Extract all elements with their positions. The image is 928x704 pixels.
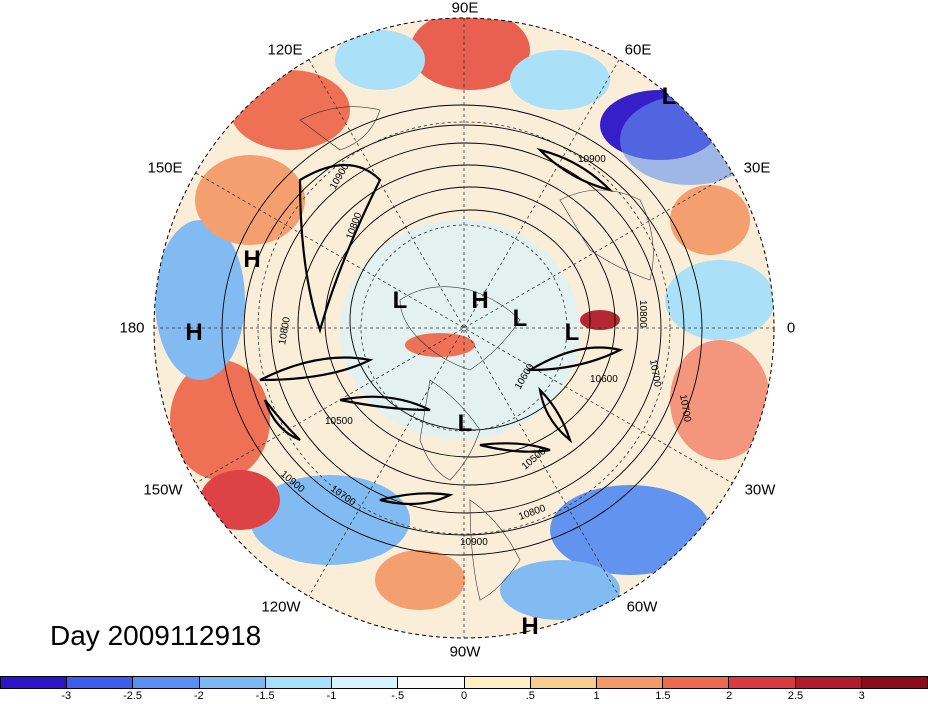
- colorbar-segment: [332, 677, 399, 688]
- lon-label-120e: 120E: [267, 41, 303, 59]
- lon-label-60w: 60W: [626, 598, 658, 616]
- colorbar-segment: [398, 677, 465, 688]
- lon-label-90w: 90W: [449, 643, 481, 661]
- low-pressure-marker: L: [512, 305, 528, 332]
- colorbar-segment: [663, 677, 730, 688]
- colorbar-segment: [67, 677, 134, 688]
- colorbar-tick-label: .5: [525, 690, 535, 702]
- colorbar-segment: [265, 677, 333, 688]
- colorbar-tick-label: -1.5: [255, 690, 275, 702]
- coastlines: [299, 106, 654, 601]
- low-pressure-marker: L: [457, 410, 473, 437]
- graticule: [154, 18, 774, 638]
- colorbar-tick-label: 2.5: [787, 690, 804, 702]
- colorbar: [0, 676, 928, 689]
- colorbar-tick-label: 0: [460, 690, 468, 702]
- map-date-title: Day 2009112918: [50, 620, 262, 651]
- colorbar-tick-label: 3: [858, 690, 865, 702]
- contour-label: 10500: [325, 416, 353, 427]
- jet-streaks: [259, 147, 624, 506]
- lon-label-60e: 60E: [624, 41, 652, 59]
- lon-label-180: 180: [119, 319, 145, 337]
- low-pressure-marker: L: [661, 83, 677, 110]
- contour-label: 10700: [677, 394, 693, 424]
- colorbar-segment: [596, 677, 664, 688]
- contour-label: 10800: [637, 300, 648, 328]
- colorbar-segment: [861, 677, 928, 688]
- lon-label-150w: 150W: [143, 481, 183, 499]
- high-pressure-marker: H: [471, 287, 489, 314]
- colorbar-segment: [530, 677, 597, 688]
- contour-label: 10600: [590, 374, 618, 385]
- contour-label: 10700: [647, 359, 663, 389]
- lon-label-120w: 120W: [261, 598, 301, 616]
- high-pressure-marker: H: [185, 319, 203, 346]
- colorbar-tick-label: 1: [593, 690, 600, 702]
- colorbar-tick-label: 1.5: [655, 690, 671, 702]
- lon-label-30e: 30E: [743, 159, 771, 177]
- colorbar-segment: [795, 677, 862, 688]
- lon-label-90e: 90E: [451, 0, 479, 17]
- contour-label: 10900: [578, 154, 606, 165]
- map-boundary: [153, 17, 775, 639]
- colorbar-labels: -3 -2.5 -2 -1.5 -1 -.5 0 .5 1 1.5 2 2.5 3: [0, 690, 928, 704]
- colorbar-tick-label: -1: [326, 690, 337, 702]
- colorbar-segment: [1, 677, 68, 688]
- colorbar-tick-label: -3: [61, 690, 72, 702]
- contour-label: 10900: [460, 537, 488, 548]
- anomaly-field: [155, 18, 774, 620]
- high-pressure-marker: H: [521, 613, 539, 640]
- colorbar-tick-label: 2: [726, 690, 733, 702]
- colorbar-segment: [133, 677, 200, 688]
- contour-label: 10800: [277, 316, 293, 346]
- colorbar-segment: [464, 677, 531, 688]
- lon-label-0: 0: [786, 319, 796, 337]
- colorbar-tick-label: -2.5: [123, 690, 143, 702]
- lon-label-30w: 30W: [744, 481, 776, 499]
- low-pressure-marker: L: [564, 319, 580, 346]
- high-pressure-marker: H: [243, 246, 261, 273]
- lon-label-150e: 150E: [147, 159, 183, 177]
- colorbar-segment: [729, 677, 796, 688]
- colorbar-segment: [199, 677, 266, 688]
- colorbar-tick-label: -2: [193, 690, 204, 702]
- colorbar-tick-label: -.5: [391, 690, 405, 702]
- low-pressure-marker: L: [392, 287, 408, 314]
